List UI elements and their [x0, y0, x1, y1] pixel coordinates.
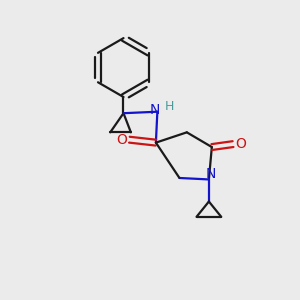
Text: H: H	[165, 100, 174, 113]
Text: O: O	[236, 137, 246, 151]
Text: N: N	[205, 167, 215, 182]
Text: O: O	[117, 133, 128, 147]
Text: N: N	[150, 103, 160, 117]
